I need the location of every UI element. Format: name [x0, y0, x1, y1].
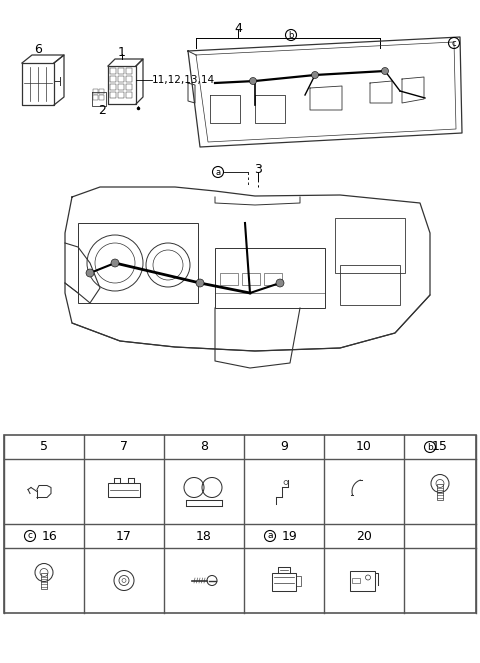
Text: 3: 3 — [254, 162, 262, 176]
Bar — [110, 84, 116, 90]
Text: 9: 9 — [280, 440, 288, 453]
Bar — [126, 92, 132, 98]
Bar — [99, 89, 104, 94]
Bar — [108, 483, 140, 497]
Text: 6: 6 — [34, 42, 42, 56]
Circle shape — [276, 279, 284, 287]
Bar — [335, 218, 405, 273]
Circle shape — [196, 279, 204, 287]
Bar — [264, 273, 282, 285]
Bar — [242, 273, 260, 285]
Bar — [93, 89, 98, 94]
Bar — [126, 76, 132, 82]
Text: b: b — [288, 30, 294, 40]
Circle shape — [111, 259, 119, 267]
Bar — [118, 84, 124, 90]
Circle shape — [382, 68, 388, 74]
Bar — [118, 76, 124, 82]
Bar — [126, 68, 132, 74]
Bar — [78, 223, 198, 303]
Bar — [272, 572, 296, 591]
Circle shape — [312, 72, 319, 78]
Text: c: c — [452, 38, 456, 48]
Text: 10: 10 — [356, 440, 372, 453]
Text: 4: 4 — [234, 21, 242, 34]
Bar — [4, 435, 476, 613]
Text: 2: 2 — [98, 103, 106, 117]
Text: 16: 16 — [42, 530, 58, 542]
Bar — [118, 92, 124, 98]
Bar — [126, 84, 132, 90]
Text: 8: 8 — [200, 440, 208, 453]
Text: 11,12,13,14: 11,12,13,14 — [152, 75, 215, 85]
Bar — [350, 570, 375, 591]
Bar — [215, 248, 325, 308]
Bar — [437, 483, 443, 499]
Text: a: a — [216, 168, 221, 176]
Text: 15: 15 — [432, 440, 448, 453]
Bar — [352, 577, 360, 583]
Circle shape — [250, 78, 256, 84]
Bar — [340, 265, 400, 305]
Bar — [220, 273, 238, 285]
Text: a: a — [267, 532, 273, 540]
Text: 20: 20 — [356, 530, 372, 542]
Text: 5: 5 — [40, 440, 48, 453]
Bar — [93, 95, 98, 100]
Text: c: c — [27, 532, 33, 540]
Text: b: b — [427, 442, 433, 452]
Circle shape — [86, 269, 94, 277]
Bar — [110, 76, 116, 82]
Bar — [99, 95, 104, 100]
Text: 18: 18 — [196, 530, 212, 542]
Text: 17: 17 — [116, 530, 132, 542]
Text: 7: 7 — [120, 440, 128, 453]
Bar — [41, 572, 47, 589]
Bar — [110, 92, 116, 98]
Bar — [118, 68, 124, 74]
Text: 1: 1 — [118, 46, 126, 58]
Bar — [110, 68, 116, 74]
Bar — [296, 575, 301, 585]
Text: 19: 19 — [282, 530, 298, 542]
